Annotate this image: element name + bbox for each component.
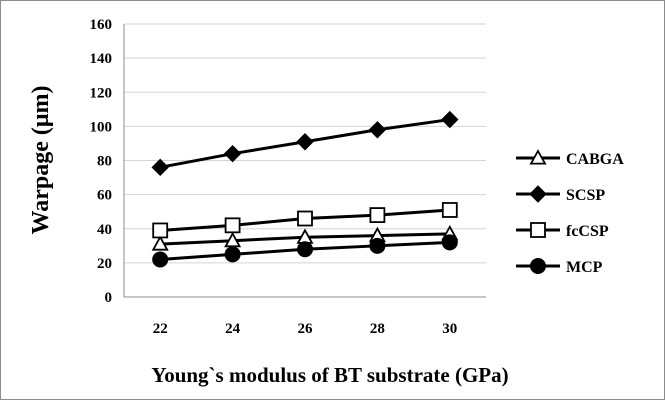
- legend-marker-mcp: [530, 258, 546, 274]
- x-tick-label-30: 30: [442, 321, 457, 337]
- point-scsp-30: [441, 110, 459, 129]
- point-fccsp-24: [224, 217, 241, 234]
- point-scsp-28: [368, 121, 387, 139]
- point-mcp-26: [297, 241, 313, 258]
- legend-label-cabga: CABGA: [566, 151, 624, 168]
- point-mcp-28: [369, 237, 386, 254]
- x-tick-label-26: 26: [298, 321, 314, 337]
- y-tick-labels: 0 20 40 60 80 100 120 140 160: [90, 17, 113, 306]
- point-cabga-24: [224, 231, 242, 248]
- legend-item-scsp: SCSP: [516, 185, 605, 204]
- legend-label-mcp: MCP: [566, 259, 603, 276]
- legend-item-mcp: MCP: [516, 258, 603, 276]
- point-fccsp-26: [297, 210, 313, 227]
- series-mcp: [152, 234, 458, 268]
- point-fccsp-30: [441, 202, 458, 218]
- legend-label-scsp: SCSP: [566, 187, 605, 204]
- legend-label-fccsp: fcCSP: [566, 223, 609, 240]
- x-tick-label-28: 28: [370, 321, 385, 337]
- y-tick-label-140: 140: [90, 51, 113, 67]
- series-fccsp: [152, 202, 458, 239]
- series-scsp: [151, 110, 459, 177]
- x-tick-labels: 22 24 26 28 30: [153, 321, 458, 337]
- legend-marker-scsp: [529, 185, 547, 203]
- series-group: [151, 110, 459, 268]
- legend: CABGA SCSP fcCSP MCP: [516, 149, 624, 276]
- x-axis-title: Young`s modulus of BT substrate (GPa): [151, 363, 508, 387]
- y-tick-label-80: 80: [97, 154, 112, 170]
- y-axis-title: Warpage (μm): [28, 86, 54, 235]
- point-mcp-30: [441, 234, 458, 251]
- y-tick-label-40: 40: [97, 222, 112, 238]
- x-tick-label-22: 22: [153, 321, 168, 337]
- point-mcp-22: [152, 251, 169, 268]
- legend-marker-cabga: [529, 149, 547, 165]
- y-tick-label-20: 20: [97, 256, 112, 272]
- x-tick-label-24: 24: [225, 321, 241, 337]
- legend-item-cabga: CABGA: [516, 149, 624, 168]
- axes: [123, 24, 486, 298]
- y-tick-label-0: 0: [105, 290, 113, 306]
- point-scsp-22: [151, 158, 169, 177]
- legend-marker-fccsp: [530, 222, 546, 238]
- point-scsp-26: [296, 133, 314, 151]
- y-tick-label-120: 120: [90, 85, 113, 101]
- point-fccsp-22: [152, 222, 169, 239]
- y-tick-label-100: 100: [90, 119, 113, 135]
- legend-item-fccsp: fcCSP: [516, 222, 609, 240]
- point-scsp-24: [223, 144, 242, 163]
- y-tick-label-60: 60: [97, 188, 112, 204]
- point-cabga-22: [151, 235, 169, 251]
- y-tick-label-160: 160: [90, 17, 113, 33]
- point-fccsp-28: [369, 207, 386, 224]
- point-mcp-24: [224, 246, 241, 263]
